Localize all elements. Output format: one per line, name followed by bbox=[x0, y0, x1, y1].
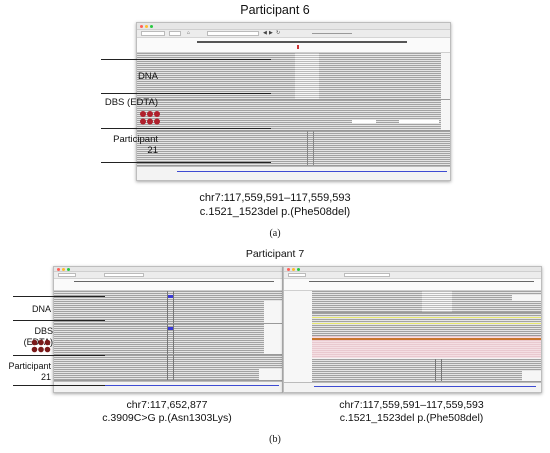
label-participant-line1: Participant bbox=[113, 134, 158, 145]
ruler bbox=[284, 279, 541, 291]
separator-line bbox=[101, 59, 271, 60]
panel-b-title: Participant 7 bbox=[245, 248, 305, 260]
caption-b-left-line1: chr7:117,652,877 bbox=[126, 399, 208, 411]
locus-input[interactable] bbox=[104, 273, 144, 277]
track-participant bbox=[312, 359, 541, 382]
locus-input[interactable] bbox=[344, 273, 390, 277]
caption-a-line2: c.1521_1523del p.(Phe508del) bbox=[199, 206, 351, 218]
track-dbs-highlight bbox=[312, 336, 541, 358]
orange-row bbox=[312, 338, 541, 340]
zoom-dot-icon[interactable] bbox=[67, 267, 70, 271]
locus-input[interactable] bbox=[207, 31, 259, 36]
separator-line bbox=[101, 128, 271, 129]
dbs-card-icon bbox=[31, 339, 51, 353]
label-participant-line2: 21 bbox=[147, 145, 158, 156]
igv-window-a: ⌂ ◀ ▶ ↻ bbox=[136, 22, 451, 181]
variant-mark bbox=[168, 327, 173, 330]
caption-b-left-line2: c.3909C>G p.(Asn1303Lys) bbox=[102, 412, 232, 424]
label-participant-line1: Participant bbox=[8, 361, 51, 371]
separator-line bbox=[101, 162, 271, 163]
close-dot-icon[interactable] bbox=[57, 267, 60, 271]
ruler bbox=[137, 38, 450, 53]
toolbar: ⌂ ◀ ▶ ↻ bbox=[137, 30, 450, 38]
minimize-dot-icon[interactable] bbox=[292, 267, 295, 271]
zoom-dot-icon[interactable] bbox=[150, 24, 153, 28]
close-dot-icon[interactable] bbox=[287, 267, 290, 271]
dbs-card-icon bbox=[139, 110, 161, 126]
title-bar bbox=[137, 23, 450, 30]
yellow-row bbox=[312, 317, 541, 318]
gene-track bbox=[54, 381, 282, 392]
home-icon[interactable]: ⌂ bbox=[187, 30, 191, 36]
igv-window-b-right bbox=[283, 266, 542, 393]
zoom-dot-icon[interactable] bbox=[297, 267, 300, 271]
panel-a-title: Participant 6 bbox=[240, 3, 310, 17]
close-dot-icon[interactable] bbox=[140, 24, 143, 28]
genome-select[interactable] bbox=[288, 273, 306, 277]
gene-track bbox=[284, 382, 541, 392]
toolbar bbox=[54, 272, 282, 279]
label-participant: Participant 21 bbox=[3, 361, 51, 383]
figure-label-b: (b) bbox=[269, 434, 281, 445]
igv-window-b-left bbox=[53, 266, 283, 393]
back-icon[interactable]: ◀ bbox=[263, 30, 267, 36]
label-participant-line2: 21 bbox=[40, 372, 51, 382]
label-participant: Participant 21 bbox=[100, 134, 158, 156]
caption-a-line1: chr7:117,559,591–117,559,593 bbox=[199, 192, 351, 204]
refresh-icon[interactable]: ↻ bbox=[276, 30, 281, 36]
genome-select[interactable] bbox=[58, 273, 76, 277]
separator-line bbox=[101, 93, 271, 94]
separator-line bbox=[13, 385, 105, 386]
caption-b-right-line1: chr7:117,559,591–117,559,593 bbox=[339, 399, 484, 411]
title-bar bbox=[54, 267, 282, 272]
separator-line bbox=[13, 296, 105, 297]
track-participant bbox=[54, 355, 282, 381]
zoom-slider-icon[interactable] bbox=[312, 33, 352, 34]
track-dbs bbox=[137, 100, 450, 131]
minimize-dot-icon[interactable] bbox=[62, 267, 65, 271]
label-dbs: DBS (EDTA) bbox=[104, 97, 158, 108]
track-dna-2 bbox=[312, 313, 541, 336]
track-participant bbox=[137, 131, 450, 166]
minimize-dot-icon[interactable] bbox=[145, 24, 148, 28]
track-dna bbox=[137, 53, 450, 100]
chromosome-select[interactable] bbox=[169, 31, 181, 36]
figure-label-a: (a) bbox=[269, 228, 281, 239]
separator-line bbox=[13, 320, 105, 321]
track-dna bbox=[312, 291, 541, 313]
track-name-panel bbox=[284, 291, 312, 392]
toolbar bbox=[284, 272, 541, 279]
gene-track bbox=[137, 166, 450, 180]
label-dna: DNA bbox=[31, 304, 51, 314]
genome-select[interactable] bbox=[141, 31, 165, 36]
label-dna: DNA bbox=[137, 71, 158, 82]
title-bar bbox=[284, 267, 541, 272]
variant-mark bbox=[168, 295, 173, 298]
track-dbs bbox=[54, 324, 282, 355]
forward-icon[interactable]: ▶ bbox=[269, 30, 273, 36]
ruler bbox=[54, 279, 282, 291]
caption-b-right-line2: c.1521_1523del p.(Phe508del) bbox=[339, 412, 484, 424]
separator-line bbox=[13, 355, 105, 356]
